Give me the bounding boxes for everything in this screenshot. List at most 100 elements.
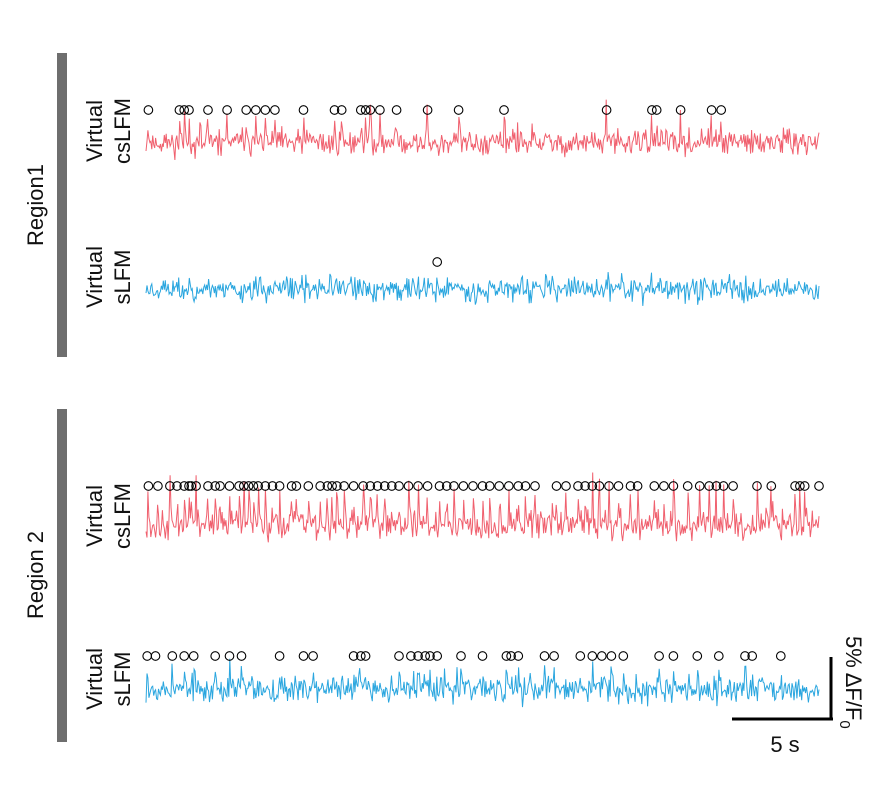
spike-marker	[561, 481, 571, 491]
spike-marker	[142, 651, 153, 661]
spike-marker	[360, 105, 371, 115]
trace-line	[145, 272, 820, 306]
spike-marker	[740, 651, 750, 661]
spike-marker	[174, 105, 185, 115]
spike-marker	[682, 481, 693, 491]
spike-marker	[241, 105, 252, 115]
spike-marker	[243, 481, 254, 491]
spike-marker	[596, 651, 607, 661]
spike-marker	[422, 105, 433, 115]
spike-marker	[332, 481, 342, 491]
spike-marker	[167, 651, 178, 661]
spike-marker	[365, 105, 376, 115]
spike-marker	[468, 481, 478, 491]
trace-line	[145, 99, 820, 161]
trace-label-r2-slfm-line2: sLFM	[110, 652, 135, 707]
spike-marker	[799, 481, 810, 491]
spike-marker	[494, 481, 505, 491]
spike-marker	[422, 481, 433, 491]
spike-marker	[716, 105, 727, 115]
trace-r2-slfm	[142, 651, 820, 708]
region2-bar	[57, 409, 67, 742]
spike-marker	[432, 257, 443, 267]
spike-marker	[790, 481, 800, 491]
spike-marker	[375, 105, 385, 115]
spike-marker	[179, 651, 190, 661]
spike-marker	[355, 105, 366, 115]
spike-marker	[203, 105, 213, 115]
spike-marker	[238, 481, 249, 491]
spike-marker	[250, 105, 261, 115]
spike-marker	[322, 481, 333, 491]
spike-marker	[420, 651, 431, 661]
spike-marker	[432, 651, 443, 661]
spike-marker	[360, 651, 371, 661]
spike-marker	[379, 481, 390, 491]
spike-marker	[625, 481, 636, 491]
spike-marker	[274, 651, 285, 661]
spike-marker	[501, 651, 512, 661]
spike-marker	[775, 651, 786, 661]
spike-marker	[188, 651, 199, 661]
spike-marker	[153, 481, 163, 491]
spike-marker	[530, 481, 540, 491]
spike-marker	[575, 651, 586, 661]
spike-marker	[587, 481, 598, 491]
spike-marker	[298, 651, 309, 661]
spike-marker	[248, 481, 259, 491]
spike-marker	[413, 651, 423, 661]
spike-marker	[520, 481, 531, 491]
spike-marker	[267, 481, 278, 491]
spike-marker	[339, 481, 349, 491]
spike-marker	[143, 105, 154, 115]
spike-marker	[659, 481, 669, 491]
spike-marker	[675, 105, 686, 115]
spike-marker	[752, 481, 762, 491]
scale-bar-amplitude-sub: 0	[836, 720, 853, 728]
spike-marker	[456, 651, 466, 661]
spike-marker	[308, 651, 318, 661]
spike-marker	[274, 481, 285, 491]
spike-marker	[348, 651, 359, 661]
spike-marker	[651, 105, 662, 115]
spike-marker	[329, 105, 340, 115]
spike-marker	[348, 481, 359, 491]
spike-marker	[336, 105, 347, 115]
trace-r1-cslfm	[143, 99, 820, 161]
spike-marker	[434, 481, 445, 491]
spike-marker	[210, 481, 221, 491]
trace-label-r1-slfm-line2: sLFM	[110, 250, 135, 305]
spike-marker	[713, 651, 724, 661]
spike-marker	[647, 105, 657, 115]
spike-marker	[215, 481, 225, 491]
spike-marker	[618, 651, 629, 661]
spike-marker	[236, 651, 247, 661]
spike-marker	[458, 481, 469, 491]
trace-label-r2-cslfm-line2: csLFM	[110, 483, 135, 549]
spike-marker	[191, 481, 201, 491]
spike-marker	[668, 481, 679, 491]
spike-marker	[814, 481, 824, 491]
spike-marker	[477, 651, 488, 661]
spike-marker	[580, 481, 590, 491]
trace-r1-slfm	[145, 257, 820, 306]
spike-marker	[704, 481, 715, 491]
spike-marker	[403, 481, 414, 491]
spike-marker	[449, 481, 459, 491]
spike-marker	[513, 651, 524, 661]
spike-marker	[668, 651, 679, 661]
region2-label: Region 2	[23, 531, 48, 619]
spike-marker	[706, 105, 717, 115]
spike-marker	[513, 481, 524, 491]
spike-marker	[358, 481, 369, 491]
spike-marker	[365, 481, 376, 491]
spike-marker	[327, 481, 337, 491]
spike-marker	[441, 481, 452, 491]
spike-marker	[587, 651, 598, 661]
spike-marker	[260, 105, 271, 115]
spike-marker	[143, 481, 154, 491]
spike-marker	[386, 481, 397, 491]
spike-marker	[260, 481, 271, 491]
spike-marker	[711, 481, 722, 491]
